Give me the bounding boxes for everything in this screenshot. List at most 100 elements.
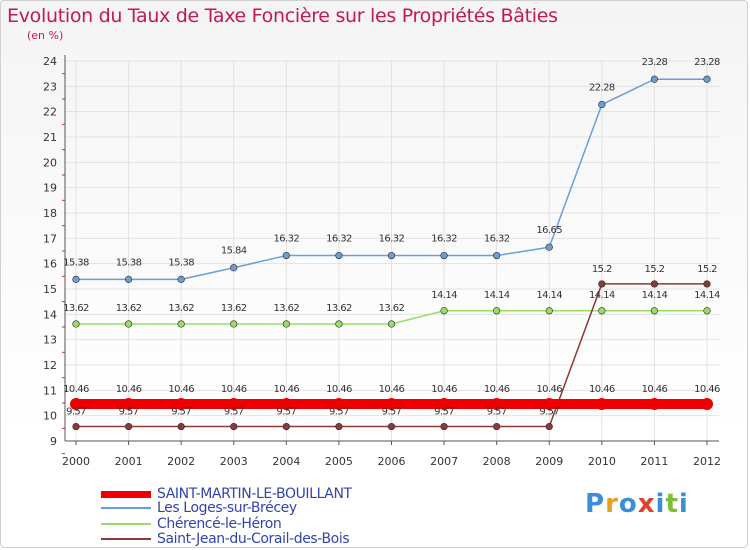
data-label: 9.57 [171,407,191,418]
data-point [493,307,501,315]
y-tick-label: 9 [50,435,57,448]
data-label: 13.62 [326,303,352,314]
data-label: 9.57 [382,407,402,418]
data-point [122,398,135,411]
x-tick-label: 2004 [272,455,300,468]
data-point [175,398,188,411]
chart-subtitle: (en %) [27,29,64,42]
data-label: 9.57 [434,407,454,418]
data-point [440,307,448,315]
data-label: 14.14 [589,290,615,301]
data-label: 16.32 [431,234,457,245]
data-label: 23.28 [694,57,720,68]
data-label: 10.46 [221,384,247,395]
data-point [387,251,396,260]
data-label: 15.38 [168,257,194,268]
y-tick-label: 19 [43,182,57,195]
data-point [124,275,133,283]
legend-item-saint-jean: Saint-Jean-du-Corail-des-Bois [101,531,350,547]
y-tick-label: 15 [43,283,57,296]
logo-letter: i [678,489,689,519]
data-point [650,280,659,288]
data-point [335,422,343,431]
y-tick-label: 22 [43,106,57,119]
data-label: 14.14 [484,290,510,301]
x-tick-label: 2012 [693,455,721,468]
data-label: 9.57 [487,407,507,418]
data-label: 10.46 [379,384,405,395]
data-point [282,251,290,260]
data-label: 14.14 [431,290,457,301]
data-point [598,100,606,109]
data-point [177,320,185,328]
data-point [598,280,606,288]
data-point [385,398,398,411]
data-label: 10.46 [63,384,89,395]
data-point [72,275,80,283]
logo-letter: o [618,489,638,519]
data-point [440,251,448,260]
data-point [598,307,606,315]
y-tick-label: 24 [43,55,57,68]
y-tick-label: 18 [43,207,57,220]
data-point [124,320,133,328]
data-point [703,75,711,83]
y-tick-label: 16 [43,258,57,271]
logo-letter: t [665,489,679,519]
data-point [703,307,711,315]
legend-label: Les Loges-sur-Brécey [157,500,297,516]
data-label: 9.57 [66,407,86,418]
data-point [230,422,238,431]
data-label: 16.65 [536,225,562,236]
data-label: 10.46 [431,384,457,395]
data-point [280,398,293,411]
logo-letter: P [585,489,606,519]
data-point [493,251,501,260]
x-tick-label: 2010 [588,455,616,468]
legend-item-les-loges: Les Loges-sur-Brécey [101,500,297,516]
data-label: 15.84 [221,246,247,257]
data-point [335,320,343,328]
data-label: 10.46 [589,384,615,395]
data-label: 15.2 [697,264,717,275]
data-point [282,320,290,328]
chart-title: Evolution du Taux de Taxe Foncière sur l… [7,5,558,27]
data-label: 10.46 [274,384,300,395]
y-tick-label: 12 [43,359,57,372]
data-label: 15.2 [592,264,612,275]
data-label: 13.62 [221,303,247,314]
y-tick-label: 17 [43,232,57,245]
data-point [387,320,396,328]
legend-label: Saint-Jean-du-Corail-des-Bois [157,531,350,547]
x-tick-label: 2000 [62,455,90,468]
data-label: 9.57 [329,407,349,418]
logo-letter: r [605,489,619,519]
y-tick-label: 13 [43,334,57,347]
legend-swatch [101,538,151,540]
data-label: 13.62 [379,303,405,314]
y-tick-label: 10 [43,410,57,423]
data-label: 16.32 [274,234,300,245]
x-tick-label: 2002 [167,455,195,468]
x-tick-label: 2008 [483,455,511,468]
legend-swatch [101,507,151,509]
data-label: 10.46 [484,384,510,395]
data-label: 13.62 [168,303,194,314]
data-point [490,398,503,411]
legend-label: SAINT-MARTIN-LE-BOUILLANT [157,486,352,502]
x-tick-label: 2009 [535,455,563,468]
legend-swatch [101,523,151,525]
data-point [543,398,556,411]
data-point [387,422,396,431]
data-point [70,398,82,411]
data-label: 10.46 [116,384,142,395]
data-label: 9.57 [119,407,139,418]
legend-label: Chérencé-le-Héron [157,516,282,532]
y-tick-label: 23 [43,80,57,93]
data-label: 15.2 [644,264,664,275]
data-point [72,320,80,328]
data-label: 22.28 [589,83,615,94]
data-label: 10.46 [326,384,352,395]
data-point [177,275,185,283]
data-point [177,422,185,431]
